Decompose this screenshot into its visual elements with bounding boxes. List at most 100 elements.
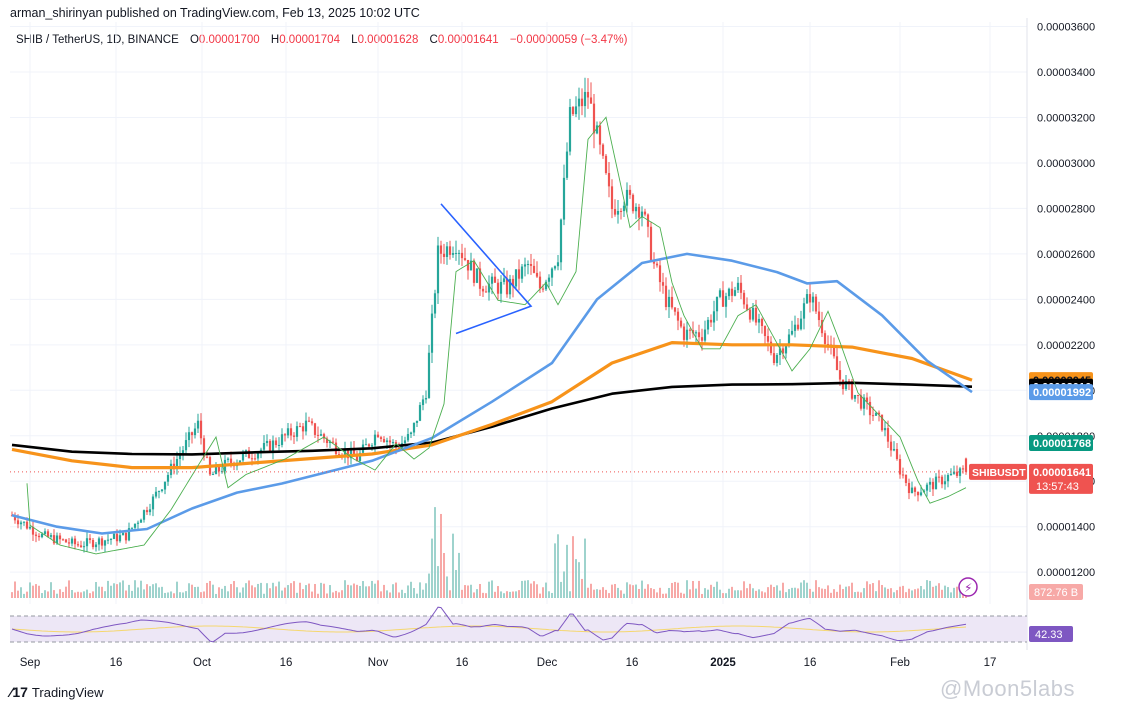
candle: [574, 106, 578, 115]
volume-bar: [941, 589, 943, 598]
volume-bar: [80, 592, 82, 598]
volume-bar: [899, 586, 901, 598]
volume-bar: [776, 585, 778, 598]
candle: [634, 206, 638, 212]
volume-bar: [692, 580, 694, 598]
volume-bar: [488, 581, 490, 598]
volume-bar: [929, 580, 931, 598]
volume-bar: [44, 590, 46, 598]
volume-bar: [20, 587, 22, 598]
candle: [388, 440, 392, 443]
volume-bar: [359, 585, 361, 598]
volume-bar: [317, 593, 319, 598]
volume-bar: [539, 593, 541, 598]
volume-bar: [479, 583, 481, 598]
volume-bar: [311, 591, 313, 598]
volume-bar: [935, 585, 937, 598]
candle: [883, 428, 887, 431]
candle: [607, 173, 611, 187]
short-ma-line: [26, 116, 967, 555]
triangle-pattern: [440, 203, 533, 335]
volume-bar: [737, 590, 739, 598]
volume-bar: [863, 588, 865, 598]
candle: [583, 91, 587, 107]
candle: [475, 268, 479, 283]
candle: [907, 482, 911, 494]
volume-bar: [407, 585, 409, 598]
candle: [631, 194, 635, 212]
candle: [880, 414, 884, 431]
flash-icon: [958, 577, 978, 597]
volume-bar: [572, 536, 574, 598]
volume-bar: [50, 582, 52, 598]
volume-bar: [194, 587, 196, 598]
candle: [937, 476, 941, 478]
volume-bar: [686, 580, 688, 598]
candle: [799, 318, 803, 330]
candle: [661, 282, 665, 286]
volume-bar: [179, 592, 181, 598]
candle: [136, 522, 140, 524]
candle: [298, 426, 302, 428]
candle: [367, 444, 371, 447]
volume-bar: [917, 588, 919, 598]
volume-bar: [155, 583, 157, 598]
volume-bar: [125, 590, 127, 598]
candle: [592, 103, 596, 134]
volume-bar: [383, 584, 385, 598]
candle: [712, 311, 716, 323]
x-tick-label: Feb: [890, 657, 910, 669]
volume-bar: [905, 592, 907, 598]
volume-bar: [533, 581, 535, 598]
x-tick-label: 16: [110, 657, 123, 669]
volume-bar: [719, 589, 721, 598]
candle: [538, 276, 542, 289]
volume-bar: [242, 587, 244, 598]
change-value: −0.00000059 (−3.47%): [509, 34, 628, 46]
volume-bar: [587, 587, 589, 598]
volume-bar: [716, 581, 718, 598]
candle: [517, 269, 521, 279]
volume-bar: [140, 580, 142, 598]
volume-bar: [455, 570, 457, 598]
candle: [856, 395, 860, 397]
candle: [391, 442, 395, 444]
volume-bar: [869, 584, 871, 598]
x-tick-label: 16: [456, 657, 469, 669]
candle: [19, 522, 23, 525]
candle: [43, 531, 47, 534]
volume-bar: [770, 584, 772, 598]
volume-bar: [398, 592, 400, 598]
candle: [262, 442, 266, 450]
candle: [40, 533, 44, 538]
ticker-tag: [969, 463, 1027, 480]
volume-bar: [410, 581, 412, 598]
volume-bar: [329, 585, 331, 598]
candle: [337, 454, 341, 456]
candle: [364, 444, 368, 446]
candle: [739, 282, 743, 293]
volume-bar: [683, 593, 685, 598]
volume-bar: [284, 587, 286, 598]
candle: [628, 189, 632, 195]
candle: [754, 307, 758, 323]
volume-bar: [428, 573, 430, 598]
volume-bar: [524, 580, 526, 598]
price-tag-label: 0.00001768: [1033, 438, 1091, 450]
volume-bar: [764, 592, 766, 598]
volume-bar: [47, 591, 49, 598]
candle: [508, 278, 512, 295]
candle: [559, 219, 563, 263]
volume-bar: [401, 589, 403, 598]
volume-bar: [878, 580, 880, 598]
price-tag: [1029, 384, 1093, 401]
volume-bar: [26, 591, 28, 598]
candle: [904, 474, 908, 483]
close-key: C: [429, 34, 438, 46]
symbol-label[interactable]: SHIB / TetherUS, 1D, BINANCE: [16, 34, 179, 46]
volume-bar: [491, 580, 493, 598]
candle: [469, 260, 473, 271]
volume-bar: [707, 589, 709, 598]
candle: [700, 337, 704, 341]
